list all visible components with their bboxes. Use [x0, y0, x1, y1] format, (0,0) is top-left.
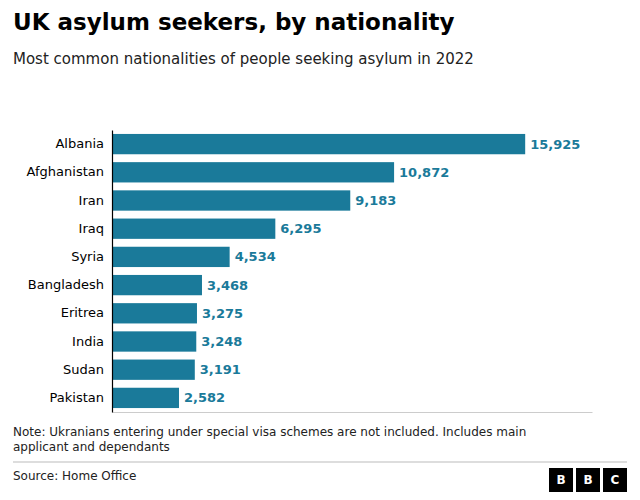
data-label: 3,248	[201, 334, 242, 349]
bar	[112, 331, 196, 351]
data-labels: 2,582 3,191 3,248 3,275 3,468 4,534 6,295 9,183…	[184, 137, 580, 406]
y-axis-line	[112, 131, 113, 413]
logo-text: BBC	[556, 473, 619, 487]
logo-box	[603, 468, 627, 492]
y-tick-label: Iraq	[79, 221, 104, 236]
y-tick-label: India	[72, 334, 104, 349]
y-tick: Sudan	[63, 362, 104, 377]
bar	[112, 162, 394, 182]
title: UK asylum seekers, by nationality	[13, 9, 455, 35]
y-tick-label: Iran	[79, 193, 104, 208]
data-label: 15,925	[530, 137, 580, 152]
bar	[112, 388, 179, 408]
y-tick: India	[72, 334, 104, 349]
data-label: 2,582	[184, 390, 225, 405]
y-axis: Pakistan Sudan India Eritrea Bangladesh Syria…	[27, 131, 113, 413]
y-tick: Iraq	[79, 221, 104, 236]
x-axis-line	[113, 412, 593, 413]
y-tick: Albania	[55, 136, 104, 151]
chart: UK asylum seekers, by nationality Most co…	[0, 0, 640, 500]
y-tick: Syria	[71, 249, 104, 264]
bars	[112, 134, 525, 408]
data-label: 4,534	[235, 249, 276, 264]
data-label: 3,191	[200, 362, 241, 377]
data-label: 9,183	[355, 193, 396, 208]
bar	[112, 360, 195, 380]
logo-box	[549, 468, 573, 492]
bar	[112, 134, 525, 154]
bar	[112, 275, 202, 295]
y-tick: Afghanistan	[27, 164, 104, 179]
bar	[112, 190, 350, 210]
plot: Pakistan Sudan India Eritrea Bangladesh Syria…	[27, 131, 593, 413]
y-tick-label: Eritrea	[61, 305, 104, 320]
data-label: 10,872	[399, 165, 449, 180]
data-label: 6,295	[280, 221, 321, 236]
y-tick: Iran	[79, 193, 104, 208]
logo: BBC	[549, 468, 627, 492]
separator	[13, 462, 627, 463]
y-tick-label: Bangladesh	[28, 277, 104, 292]
subtitle: Most common nationalities of people seek…	[13, 50, 474, 68]
y-tick: Pakistan	[50, 390, 104, 405]
bar	[112, 303, 197, 323]
y-tick-label: Syria	[71, 249, 104, 264]
background	[0, 0, 640, 500]
note: Note: Ukranians entering under special v…	[13, 425, 530, 454]
bar	[112, 247, 230, 267]
bar	[112, 219, 275, 239]
source: Source: Home Office	[13, 469, 136, 483]
x-axis	[113, 412, 593, 413]
y-tick: Bangladesh	[28, 277, 104, 292]
data-label: 3,468	[207, 278, 248, 293]
y-tick-label: Sudan	[63, 362, 104, 377]
data-label: 3,275	[202, 306, 243, 321]
y-tick-label: Afghanistan	[27, 164, 104, 179]
y-tick: Eritrea	[61, 305, 104, 320]
y-tick-label: Albania	[55, 136, 104, 151]
y-tick-label: Pakistan	[50, 390, 104, 405]
logo-box	[576, 468, 600, 492]
